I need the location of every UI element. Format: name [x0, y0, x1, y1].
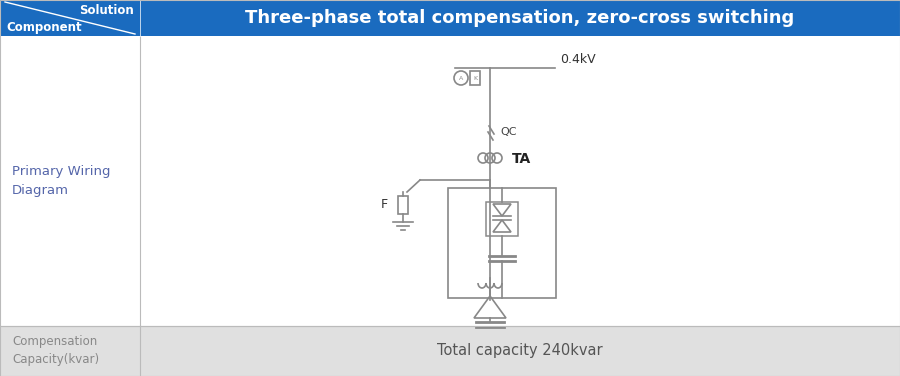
Text: 0.4kV: 0.4kV: [560, 53, 596, 66]
Bar: [398, 196, 408, 214]
Bar: [448, 188, 556, 298]
Text: F: F: [381, 199, 388, 211]
Text: Compensation
Capacity(kvar): Compensation Capacity(kvar): [12, 335, 99, 367]
Bar: [0, 0, 900, 326]
Bar: [0, 326, 900, 376]
Text: A: A: [459, 76, 464, 81]
Text: Three-phase total compensation, zero-cross switching: Three-phase total compensation, zero-cro…: [246, 9, 795, 27]
Text: K: K: [472, 76, 477, 80]
Bar: [0, 36, 900, 326]
Text: Primary Wiring
Diagram: Primary Wiring Diagram: [12, 165, 111, 197]
Bar: [470, 71, 480, 85]
Text: Component: Component: [6, 21, 82, 34]
Text: Total capacity 240kvar: Total capacity 240kvar: [437, 344, 603, 358]
Text: TA: TA: [512, 152, 531, 166]
Text: Solution: Solution: [79, 4, 134, 17]
Bar: [486, 202, 518, 236]
Bar: [0, 0, 900, 36]
Text: QC: QC: [500, 127, 517, 137]
